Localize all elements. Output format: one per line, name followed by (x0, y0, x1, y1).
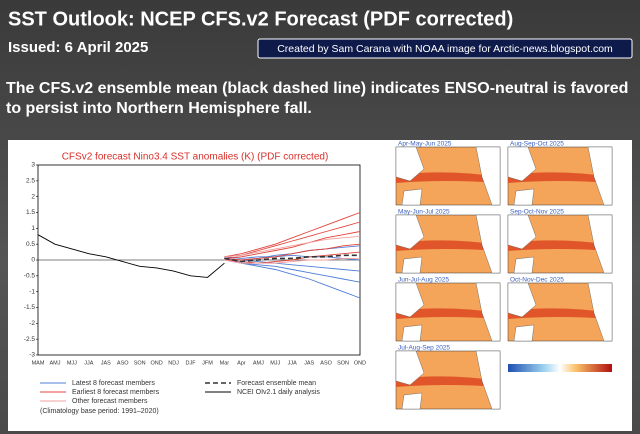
land (395, 282, 425, 318)
credit: Created by Sam Carana with NOAA image fo… (277, 43, 613, 55)
land (401, 392, 423, 410)
map-warm (396, 308, 500, 319)
land (401, 188, 423, 206)
map-label: Apr-May-Jun 2025 (398, 141, 452, 148)
forecast-line (224, 254, 360, 263)
x-tick-label: ASO (117, 360, 129, 366)
land (475, 146, 501, 206)
x-tick-label: MJJ (270, 360, 280, 366)
y-tick-label: 1.5 (26, 209, 35, 216)
legend-label: Latest 8 forecast members (72, 380, 155, 387)
y-tick-label: 2 (31, 193, 35, 200)
x-tick-label: SON (134, 360, 146, 366)
land (507, 214, 537, 250)
x-tick-label: OND (354, 360, 366, 366)
x-tick-label: SON (337, 360, 349, 366)
map-warm (508, 308, 612, 319)
map-label: May-Jun-Jul 2025 (398, 209, 450, 216)
land (401, 324, 423, 342)
y-tick-label: -2.5 (24, 336, 36, 343)
map-warm (508, 172, 612, 183)
land (513, 256, 535, 274)
land (587, 146, 613, 206)
x-tick-label: Apr (237, 360, 246, 366)
legend-label: Other forecast members (72, 398, 148, 405)
forecast-line (224, 254, 361, 261)
colorbar (508, 364, 612, 372)
land (475, 350, 501, 410)
forecast-line (224, 243, 361, 261)
land (401, 256, 423, 274)
x-tick-label: Mar (220, 360, 230, 366)
x-tick-label: JAS (101, 360, 111, 366)
y-tick-label: -1.5 (24, 304, 36, 311)
x-tick-label: AMJ (253, 360, 264, 366)
y-tick-label: -0.5 (24, 273, 36, 280)
caption: The CFS.v2 ensemble mean (black dashed l… (6, 80, 629, 117)
land (513, 324, 535, 342)
note: (Climatology base period: 1991–2020) (40, 408, 159, 415)
land (507, 146, 537, 182)
y-tick-label: 1 (31, 225, 35, 232)
land (395, 146, 425, 182)
land (587, 282, 613, 342)
x-tick-label: DJF (185, 360, 196, 366)
map-label: Oct-Nov-Dec 2025 (510, 277, 564, 284)
map-warm (396, 172, 500, 183)
chart-title: CFSv2 forecast Nino3.4 SST anomalies (K)… (62, 152, 329, 163)
y-tick-label: -3 (29, 352, 35, 359)
x-tick-label: MJJ (67, 360, 77, 366)
forecast-line (224, 231, 361, 259)
x-tick-label: ASO (320, 360, 332, 366)
land (587, 214, 613, 274)
x-tick-label: JJA (288, 360, 298, 366)
title: SST Outlook: NCEP CFS.v2 Forecast (PDF c… (8, 8, 513, 30)
y-tick-label: 0.5 (26, 241, 35, 248)
forecast-line (224, 257, 360, 264)
y-tick-label: 2.5 (26, 178, 35, 185)
y-tick-label: -1 (29, 288, 35, 295)
forecast-line (224, 251, 361, 264)
land (513, 188, 535, 206)
x-tick-label: JJA (84, 360, 94, 366)
forecast-line (224, 235, 361, 258)
forecast-line (224, 221, 361, 258)
credit-box (257, 38, 633, 59)
x-tick-label: AMJ (49, 360, 60, 366)
land (507, 282, 537, 318)
x-tick-label: NDJ (168, 360, 179, 366)
legend-label: Forecast ensemble mean (237, 380, 316, 387)
y-tick-label: -2 (29, 320, 35, 327)
legend-label: NCEI OIv2.1 daily analysis (237, 389, 320, 396)
issued: Issued: 6 April 2025 (8, 39, 148, 56)
y-tick-label: 0 (31, 257, 35, 264)
forecast-line (224, 259, 361, 283)
map-label: Aug-Sep-Oct 2025 (510, 141, 564, 148)
map-label: Jul-Aug-Sep 2025 (398, 345, 450, 352)
land (395, 214, 425, 250)
x-tick-label: OND (151, 360, 163, 366)
legend-label: Earliest 8 forecast members (72, 389, 160, 396)
x-tick-label: JFM (202, 360, 213, 366)
land (395, 350, 425, 386)
map-label: Jun-Jul-Aug 2025 (398, 277, 449, 284)
x-tick-label: JAS (304, 360, 314, 366)
land (475, 282, 501, 342)
forecast-line (37, 234, 225, 278)
map-label: Sep-Oct-Nov 2025 (510, 209, 564, 216)
y-tick-label: 3 (31, 162, 35, 169)
forecast-line (224, 257, 361, 299)
x-tick-label: MAM (32, 360, 45, 366)
map-warm (396, 240, 500, 251)
forecast-line (224, 212, 361, 258)
map-warm (508, 240, 612, 251)
forecast-line (224, 257, 361, 272)
map-warm (396, 376, 500, 387)
land (475, 214, 501, 274)
